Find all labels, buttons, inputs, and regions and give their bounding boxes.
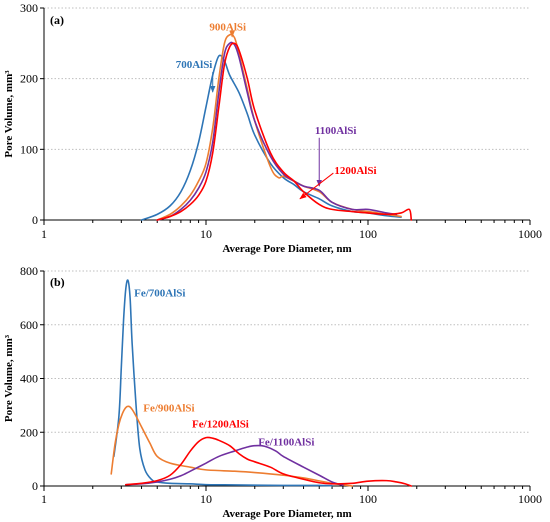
series-line-1200alsi bbox=[156, 42, 413, 221]
series-line-fe-1200alsi bbox=[125, 436, 413, 487]
y-axis-label: Pore Volume, mm³ bbox=[3, 334, 15, 422]
series-line-1100alsi bbox=[156, 41, 398, 221]
x-tick-label: 1 bbox=[41, 227, 47, 241]
annotation-arrow bbox=[299, 172, 334, 200]
annotation-label-1100alsi: 1100AlSi bbox=[315, 125, 357, 137]
y-tick-label: 0 bbox=[32, 213, 38, 227]
y-tick-label: 100 bbox=[20, 142, 38, 156]
y-tick-label: 300 bbox=[20, 1, 38, 15]
y-tick-label: 600 bbox=[20, 318, 38, 332]
panel-label: (b) bbox=[50, 275, 65, 289]
x-tick-label: 1000 bbox=[518, 227, 542, 241]
y-tick-label: 0 bbox=[32, 479, 38, 493]
y-tick-label: 200 bbox=[20, 425, 38, 439]
x-tick-label: 100 bbox=[359, 492, 377, 506]
y-tick-label: 800 bbox=[20, 264, 38, 278]
x-axis-label: Average Pore Diameter, nm bbox=[222, 243, 351, 255]
x-tick-label: 10 bbox=[200, 227, 212, 241]
annotation-label-700alsi: 700AlSi bbox=[176, 59, 213, 71]
annotation-label-fe-700alsi: Fe/700AlSi bbox=[134, 288, 185, 300]
annotation-label-900alsi: 900AlSi bbox=[209, 22, 246, 34]
annotation-label-fe-1200alsi: Fe/1200AlSi bbox=[192, 418, 249, 430]
panel-label: (a) bbox=[50, 13, 64, 27]
x-tick-label: 1 bbox=[41, 492, 47, 506]
series-line-700alsi bbox=[140, 54, 402, 221]
annotation-label-fe-1100alsi: Fe/1100AlSi bbox=[258, 437, 314, 449]
x-tick-label: 100 bbox=[359, 227, 377, 241]
y-tick-label: 200 bbox=[20, 72, 38, 86]
series-line-fe-1100alsi bbox=[125, 444, 344, 486]
y-axis-label: Pore Volume, mm³ bbox=[3, 70, 15, 158]
chart-panel-b: 0 200 400 600 800 1 10 100 1000 Average Pore Diam… bbox=[3, 264, 542, 520]
x-tick-label: 10 bbox=[200, 492, 212, 506]
chart-panel-a: 0 100 200 300 1 10 100 1000 Average Pore Diamete… bbox=[3, 1, 542, 255]
x-tick-label: 1000 bbox=[518, 492, 542, 506]
series-line-fe-700alsi bbox=[113, 279, 333, 487]
y-tick-label: 400 bbox=[20, 372, 38, 386]
annotation-label-1200alsi: 1200AlSi bbox=[334, 165, 376, 177]
annotation-label-fe-900alsi: Fe/900AlSi bbox=[143, 402, 194, 414]
series-line-fe-900alsi bbox=[110, 405, 354, 487]
x-axis-label: Average Pore Diameter, nm bbox=[222, 508, 351, 520]
